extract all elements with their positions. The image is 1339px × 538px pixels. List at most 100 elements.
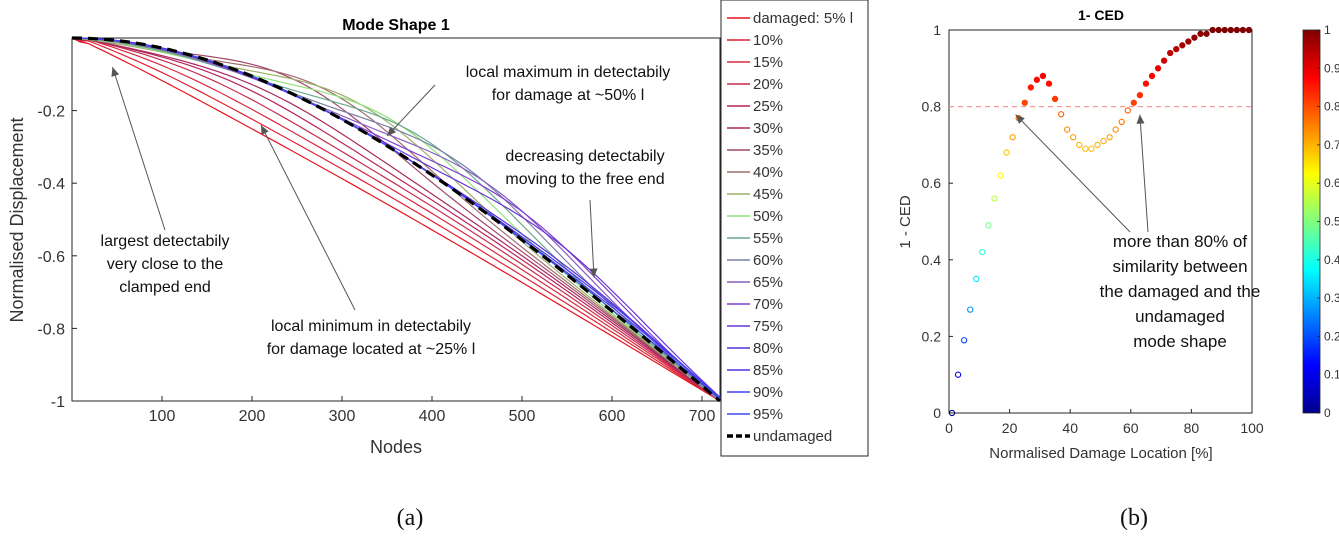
annotation-b: more than 80% of similarity between the da…	[1015, 114, 1260, 351]
data-point	[1154, 65, 1162, 72]
y-tick-label-a: -1	[51, 394, 65, 411]
legend-label-10: 50%	[753, 208, 783, 225]
data-point	[1033, 76, 1041, 83]
colorbar-tick-label: 0.5	[1324, 215, 1339, 229]
legend-label-7: 35%	[753, 142, 783, 159]
annotation-arrow-a1-head	[387, 126, 397, 137]
scatter-points	[948, 26, 1253, 417]
colorbar-tick-label: 0.3	[1324, 291, 1339, 305]
data-point	[973, 275, 980, 283]
y-tick-label-b: 0.4	[922, 252, 942, 268]
annotation-a3-line2: very close to the	[107, 256, 224, 273]
annotation-a2-line1: decreasing detectabily	[505, 148, 664, 165]
colorbar-tick-label: 0.9	[1324, 61, 1339, 75]
annotation-b-line4: undamaged	[1135, 307, 1225, 326]
data-point	[1057, 111, 1065, 118]
annotation-arrow-a2-head	[589, 268, 598, 278]
y-tick-label-a: -0.2	[37, 104, 65, 121]
series-line-6	[71, 37, 721, 402]
x-tick-label-b: 60	[1123, 420, 1139, 436]
y-axis-label-a: Normalised Displacement	[7, 117, 27, 322]
data-point	[1209, 26, 1216, 34]
mode-shape-chart: Mode Shape 1 Nodes Normalised Displaceme…	[7, 0, 869, 531]
data-point	[967, 306, 974, 313]
series-line-4	[71, 37, 721, 402]
legend-label-5: 25%	[753, 98, 783, 115]
legend-label-2: 10%	[753, 32, 783, 49]
x-tick-label-a: 700	[689, 408, 716, 425]
legend-label-14: 70%	[753, 296, 783, 313]
y-tick-label-a: -0.8	[37, 321, 65, 338]
x-tick-label-b: 100	[1240, 420, 1264, 436]
legend-label-18: 90%	[753, 384, 783, 401]
legend-label-6: 30%	[753, 120, 783, 137]
data-point	[1106, 134, 1113, 141]
data-point	[1130, 99, 1137, 106]
data-point	[1203, 30, 1210, 37]
y-tick-label-b: 0.6	[922, 175, 942, 191]
colorbar-tick-label: 0.4	[1324, 253, 1339, 267]
annotation-arrow-a4	[260, 124, 356, 311]
x-tick-label-b: 0	[945, 420, 953, 436]
colorbar-tick-label: 0.6	[1324, 176, 1339, 190]
series-line-5	[71, 37, 721, 402]
annotation-arrow-a4-head	[261, 125, 269, 135]
data-point	[997, 172, 1004, 179]
legend-label-11: 55%	[753, 230, 783, 247]
colorbar-tick-label: 0.1	[1324, 368, 1339, 382]
x-tick-label-a: 500	[509, 408, 536, 425]
x-axis-label-b: Normalised Damage Location [%]	[989, 445, 1212, 462]
annotation-a4-line1: local minimum in detectabily	[271, 318, 471, 335]
chart-title-b: 1- CED	[1078, 7, 1124, 23]
annotation-a1-line1: local maximum in detectabily	[466, 64, 671, 81]
y-tick-label-b: 0	[933, 405, 941, 421]
legend-label-20: undamaged	[753, 428, 832, 445]
annotation-arrow-a1	[386, 84, 436, 137]
legend-label-13: 65%	[753, 274, 783, 291]
x-tick-label-a: 300	[329, 408, 356, 425]
data-point	[1045, 80, 1053, 87]
data-point	[1009, 134, 1016, 141]
legend-label-1: damaged: 5% l	[753, 10, 853, 27]
data-point	[1136, 91, 1144, 99]
data-point	[961, 337, 968, 344]
colorbar-tick-label: 0	[1324, 406, 1331, 420]
annotation-arrow-a3	[112, 66, 166, 231]
y-tick-label-a: -0.6	[37, 249, 65, 266]
data-point	[1239, 26, 1247, 34]
plot-area-a	[71, 37, 721, 402]
legend-label-15: 75%	[753, 318, 783, 335]
x-tick-label-a: 400	[419, 408, 446, 425]
legend-label-9: 45%	[753, 186, 783, 203]
axis-ticks-b: 0 20 40 60 80 100 0 0.2 0.4 0.6 0.8 1	[922, 22, 1264, 436]
annotation-a3-line1: largest detectabily	[101, 233, 230, 250]
data-point	[1118, 118, 1125, 126]
annotation-a1-line2: for damage at ~50% l	[492, 87, 645, 104]
data-point	[1094, 141, 1101, 149]
data-point	[948, 409, 956, 417]
y-tick-label-a: -0.4	[37, 176, 65, 193]
x-tick-label-a: 600	[599, 408, 626, 425]
legend-box	[720, 0, 869, 457]
colorbar-tick-label: 0.8	[1324, 100, 1339, 114]
data-point	[954, 371, 962, 378]
annotations-a: local maximum in detectabily for damage a…	[101, 64, 671, 358]
data-point	[1197, 30, 1204, 37]
x-tick-label-b: 40	[1062, 420, 1078, 436]
annotation-arrow-a2	[589, 199, 595, 278]
legend-label-4: 20%	[753, 76, 783, 93]
annotation-a4-line2: for damage located at ~25% l	[267, 341, 476, 358]
data-point	[1215, 26, 1222, 34]
series-line-2	[71, 37, 721, 402]
annotation-arrow-a3-head	[111, 67, 120, 77]
annotation-b-line1: more than 80% of	[1113, 232, 1247, 251]
colorbar-tick-label: 1	[1324, 23, 1331, 37]
data-point	[1027, 84, 1034, 91]
x-tick-label-b: 80	[1184, 420, 1200, 436]
annotation-b-line5: mode shape	[1133, 332, 1227, 351]
series-line-12	[71, 37, 721, 402]
data-point	[1112, 126, 1119, 133]
legend-label-3: 15%	[753, 54, 783, 71]
series-lines-a	[71, 36, 722, 403]
